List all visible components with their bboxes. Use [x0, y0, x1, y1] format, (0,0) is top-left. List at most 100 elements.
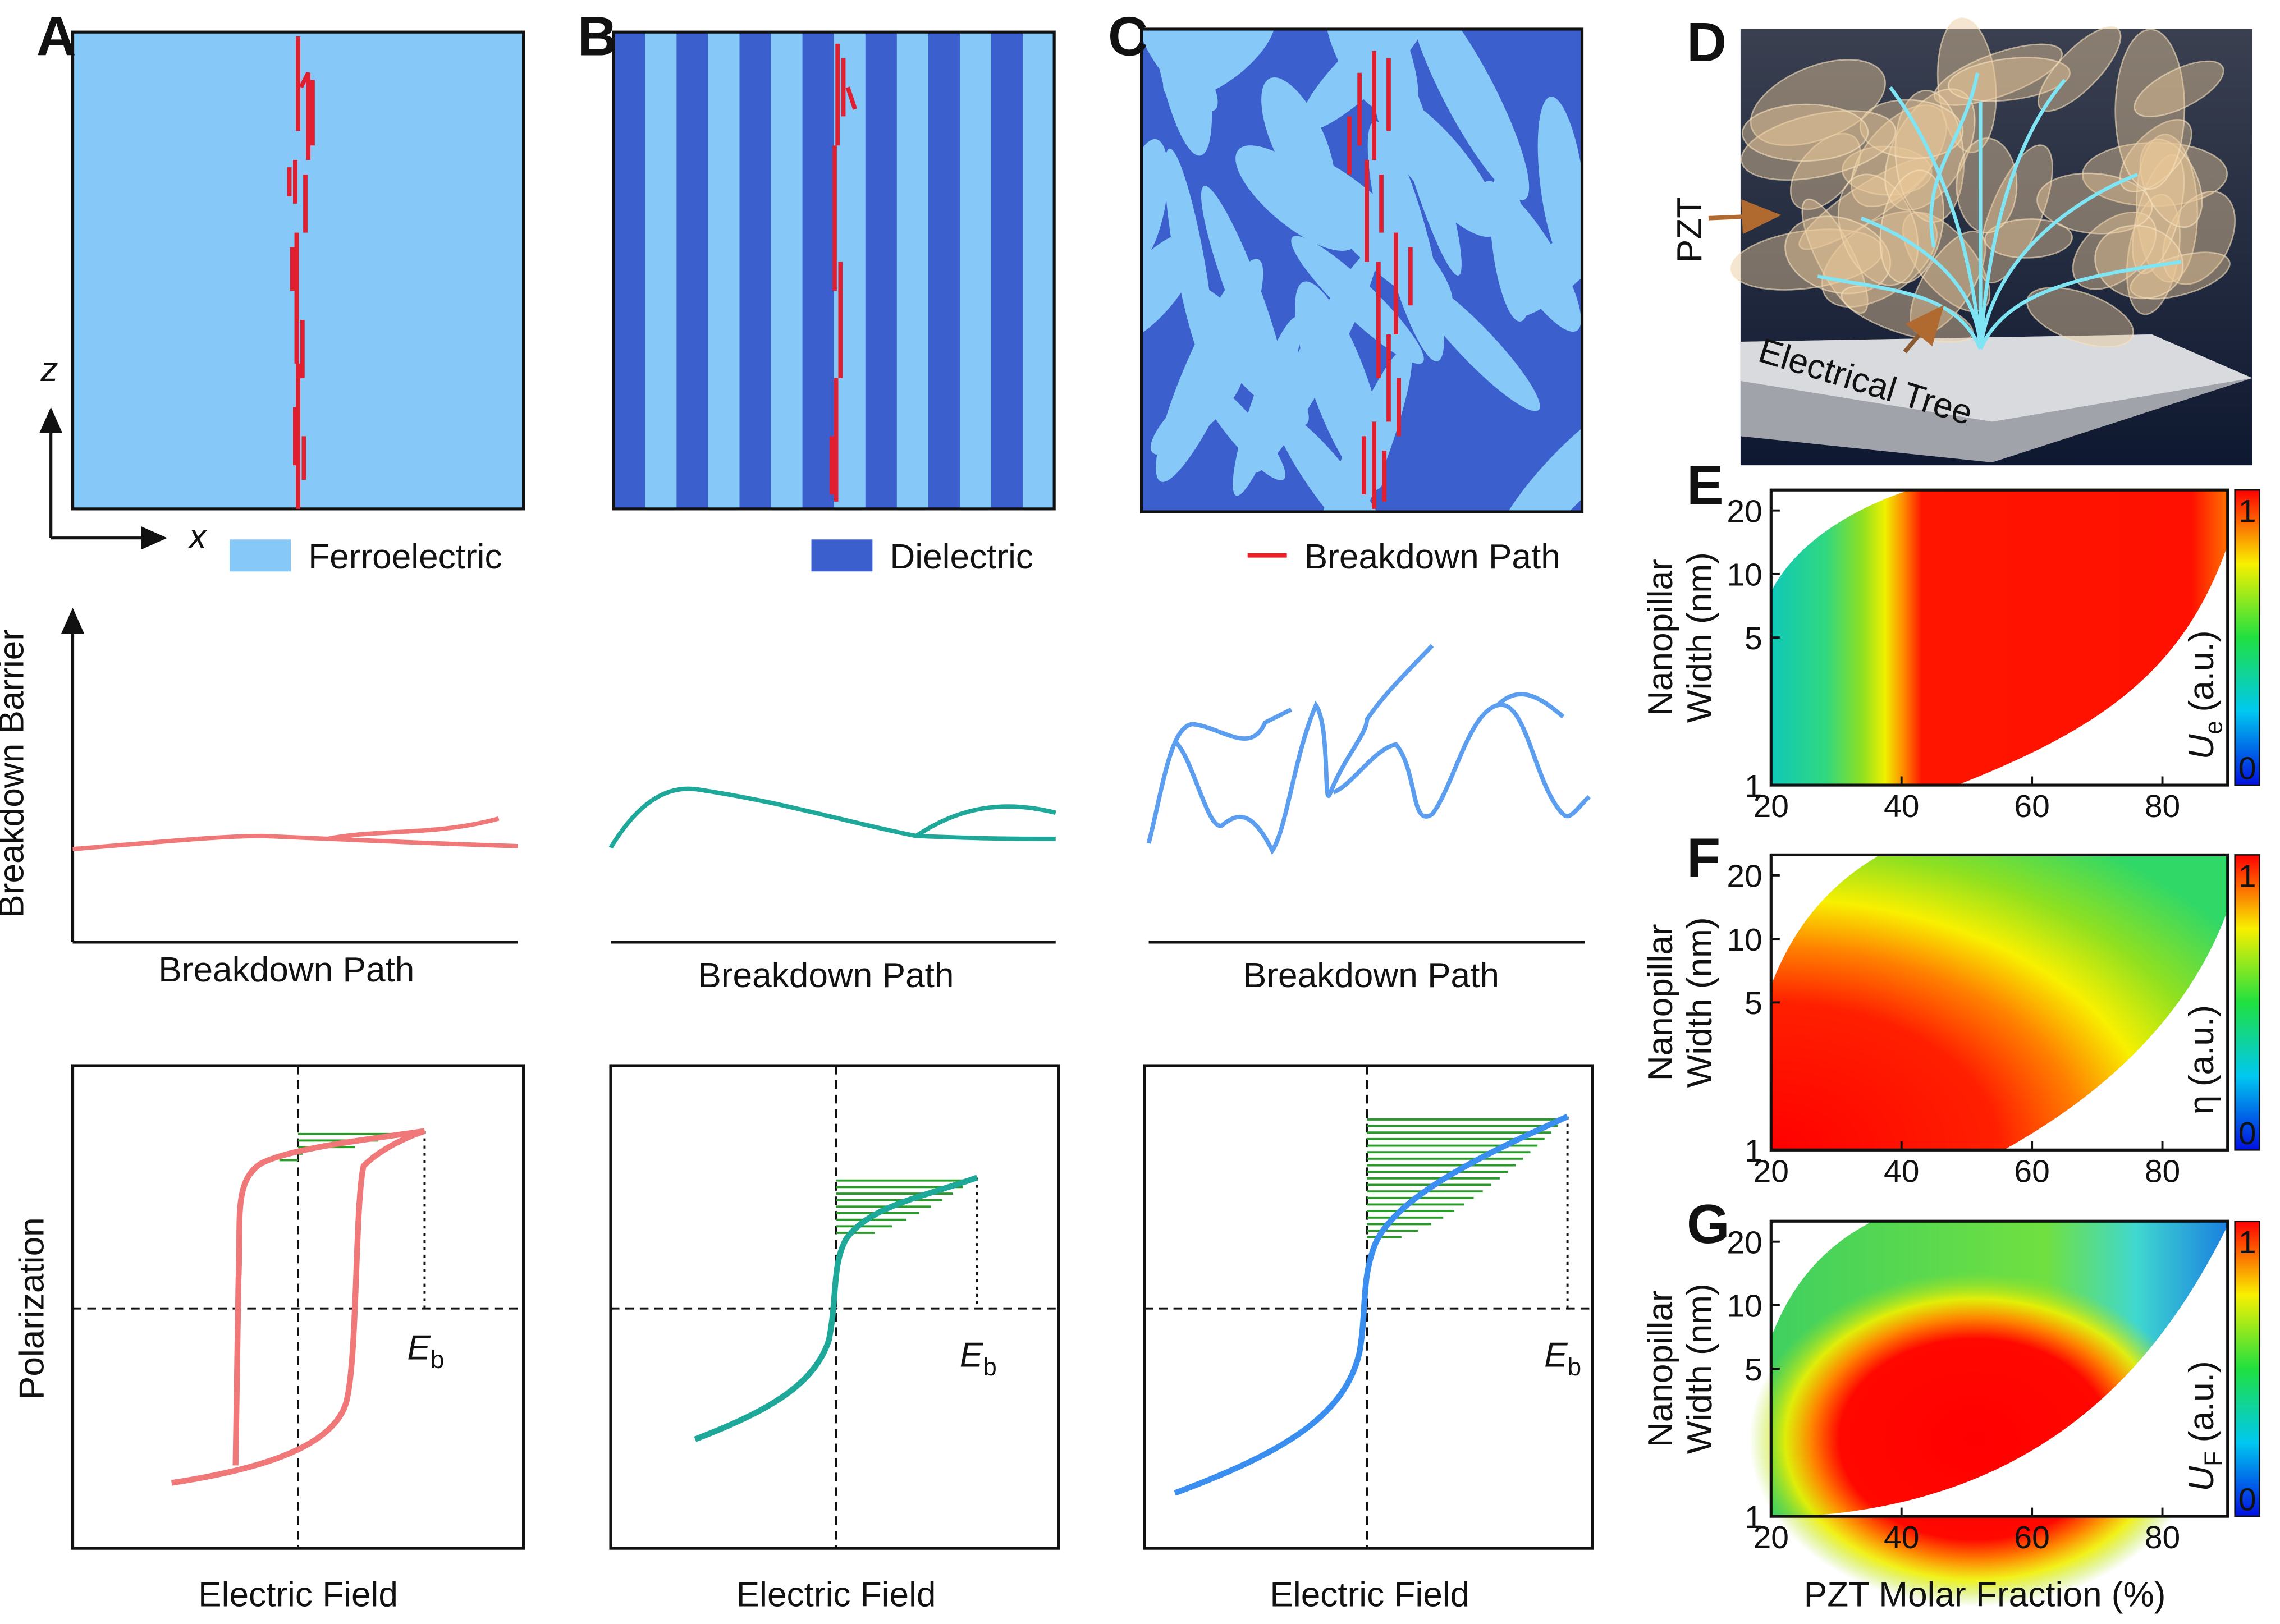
x-axis-label: Breakdown Path	[158, 951, 414, 989]
stripe	[1023, 32, 1055, 509]
pzt-label: PZT	[1670, 197, 1709, 263]
x-axis-label: Electric Field	[736, 1576, 936, 1614]
stripe	[959, 32, 992, 509]
legend-label: Breakdown Path	[1304, 538, 1560, 576]
x-axis-label: Electric Field	[198, 1576, 398, 1614]
pe-curve	[1174, 1114, 1569, 1496]
y-tick-label: 5	[1745, 621, 1762, 657]
blank-region	[1771, 855, 1880, 986]
panel-label: B	[577, 6, 617, 67]
y-axis-label: Nanopillar	[1641, 924, 1680, 1081]
legend-label: Dielectric	[890, 538, 1033, 576]
y-axis-label: Width (nm)	[1681, 1283, 1719, 1454]
y-axis-label: Nanopillar	[1641, 559, 1680, 716]
colorbar	[2234, 1220, 2261, 1517]
petal	[1784, 215, 1892, 295]
x-tick-label: 80	[2145, 1520, 2180, 1556]
quantity: U	[2182, 1466, 2221, 1492]
x-tick-label: 40	[1884, 788, 1919, 824]
colorbar	[2234, 854, 2261, 1151]
x-axis-label: Breakdown Path	[698, 956, 954, 995]
eb-main: E	[1544, 1336, 1568, 1374]
blank-region	[1957, 545, 2228, 786]
eb-main: E	[960, 1336, 984, 1374]
quantity-sub: e	[2200, 721, 2227, 734]
grain	[1295, 155, 1453, 310]
y-tick-label: 10	[1727, 922, 1762, 958]
grain	[1235, 145, 1358, 251]
petal	[2139, 138, 2203, 228]
stripe	[865, 32, 898, 509]
y-tick-label: 10	[1727, 557, 1762, 593]
tree-arrow	[1903, 305, 1944, 354]
stripe	[771, 32, 803, 509]
panel-label: F	[1687, 827, 1720, 888]
panel-label: D	[1687, 11, 1727, 73]
petal	[2130, 251, 2231, 300]
y-tick-label: 20	[1727, 493, 1762, 529]
x-axis-label: Electric Field	[1270, 1576, 1469, 1614]
quantity-label: UF (a.u.)	[2182, 1361, 2228, 1491]
petal	[2132, 154, 2185, 274]
quantity-unit: (a.u.)	[2182, 1005, 2221, 1086]
x-tick-label: 40	[1884, 1153, 1919, 1189]
breakdown-path	[287, 36, 315, 509]
x-tick-label: 20	[1754, 1153, 1789, 1189]
contour-map: 20 40 60 80 1 5 10 20 Nanopillar Width (nm) 0 1 η (a.…	[1641, 827, 2261, 1189]
blank-region	[1771, 490, 1910, 592]
petal	[1741, 110, 1897, 181]
colorbar-label: 1	[2238, 858, 2256, 894]
colorbar	[2234, 489, 2261, 786]
eb-label: Eb	[960, 1336, 997, 1381]
stripe	[896, 32, 929, 509]
petal	[2114, 29, 2186, 190]
blank-region	[2003, 910, 2228, 1150]
petal	[2082, 141, 2228, 207]
quantity-label: η (a.u.)	[2182, 1005, 2221, 1114]
grain	[1412, 277, 1540, 411]
y-tick-label: 20	[1727, 859, 1762, 894]
legend-label: Ferroelectric	[308, 538, 502, 576]
petal	[1741, 103, 1869, 162]
petal	[2134, 60, 2224, 118]
x-tick-label: 80	[2145, 1153, 2180, 1189]
stripe	[928, 32, 960, 509]
x-tick-label: 40	[1884, 1520, 1919, 1556]
panel-label: G	[1687, 1193, 1730, 1255]
pe-curve	[171, 1128, 426, 1486]
quantity-unit: (a.u.)	[2182, 630, 2221, 712]
eb-sub: b	[1568, 1354, 1581, 1381]
petal	[1947, 57, 2071, 102]
y-tick-label: 20	[1727, 1224, 1762, 1260]
legend-swatch	[811, 539, 873, 572]
stripe	[708, 32, 740, 509]
x-tick-label: 80	[2145, 788, 2180, 824]
colorbar-label: 0	[2238, 751, 2256, 787]
quantity-sub: F	[2200, 1451, 2227, 1466]
electrical-tree-illustration: PZT Electrical Tree	[1670, 17, 2252, 466]
plot-frame	[1143, 1064, 1594, 1550]
petal	[1801, 198, 1869, 314]
x-axis-label: PZT Molar Fraction (%)	[1804, 1576, 2166, 1614]
breakdown-path	[829, 43, 857, 502]
grain	[1141, 29, 1218, 112]
grain	[1384, 41, 1462, 276]
x-tick-label: 20	[1754, 788, 1789, 824]
petal	[1851, 104, 1948, 208]
grain	[1494, 398, 1582, 512]
eb-main: E	[407, 1328, 431, 1367]
striped-domain	[612, 30, 1056, 511]
ferroelectric-grains	[1141, 29, 1582, 512]
grain	[1200, 379, 1285, 480]
y-tick-label: 1	[1745, 768, 1762, 804]
legend: Ferroelectric Dielectric Breakdown Path	[230, 538, 1560, 576]
z-label: z	[40, 350, 58, 389]
petal	[2136, 134, 2199, 283]
panel-frame	[1139, 27, 1584, 513]
barrier-curve	[1146, 644, 1591, 855]
colorbar-label: 0	[2238, 1116, 2256, 1152]
quantity-label: Ue (a.u.)	[2182, 630, 2228, 759]
y-tick-label: 10	[1727, 1288, 1762, 1324]
